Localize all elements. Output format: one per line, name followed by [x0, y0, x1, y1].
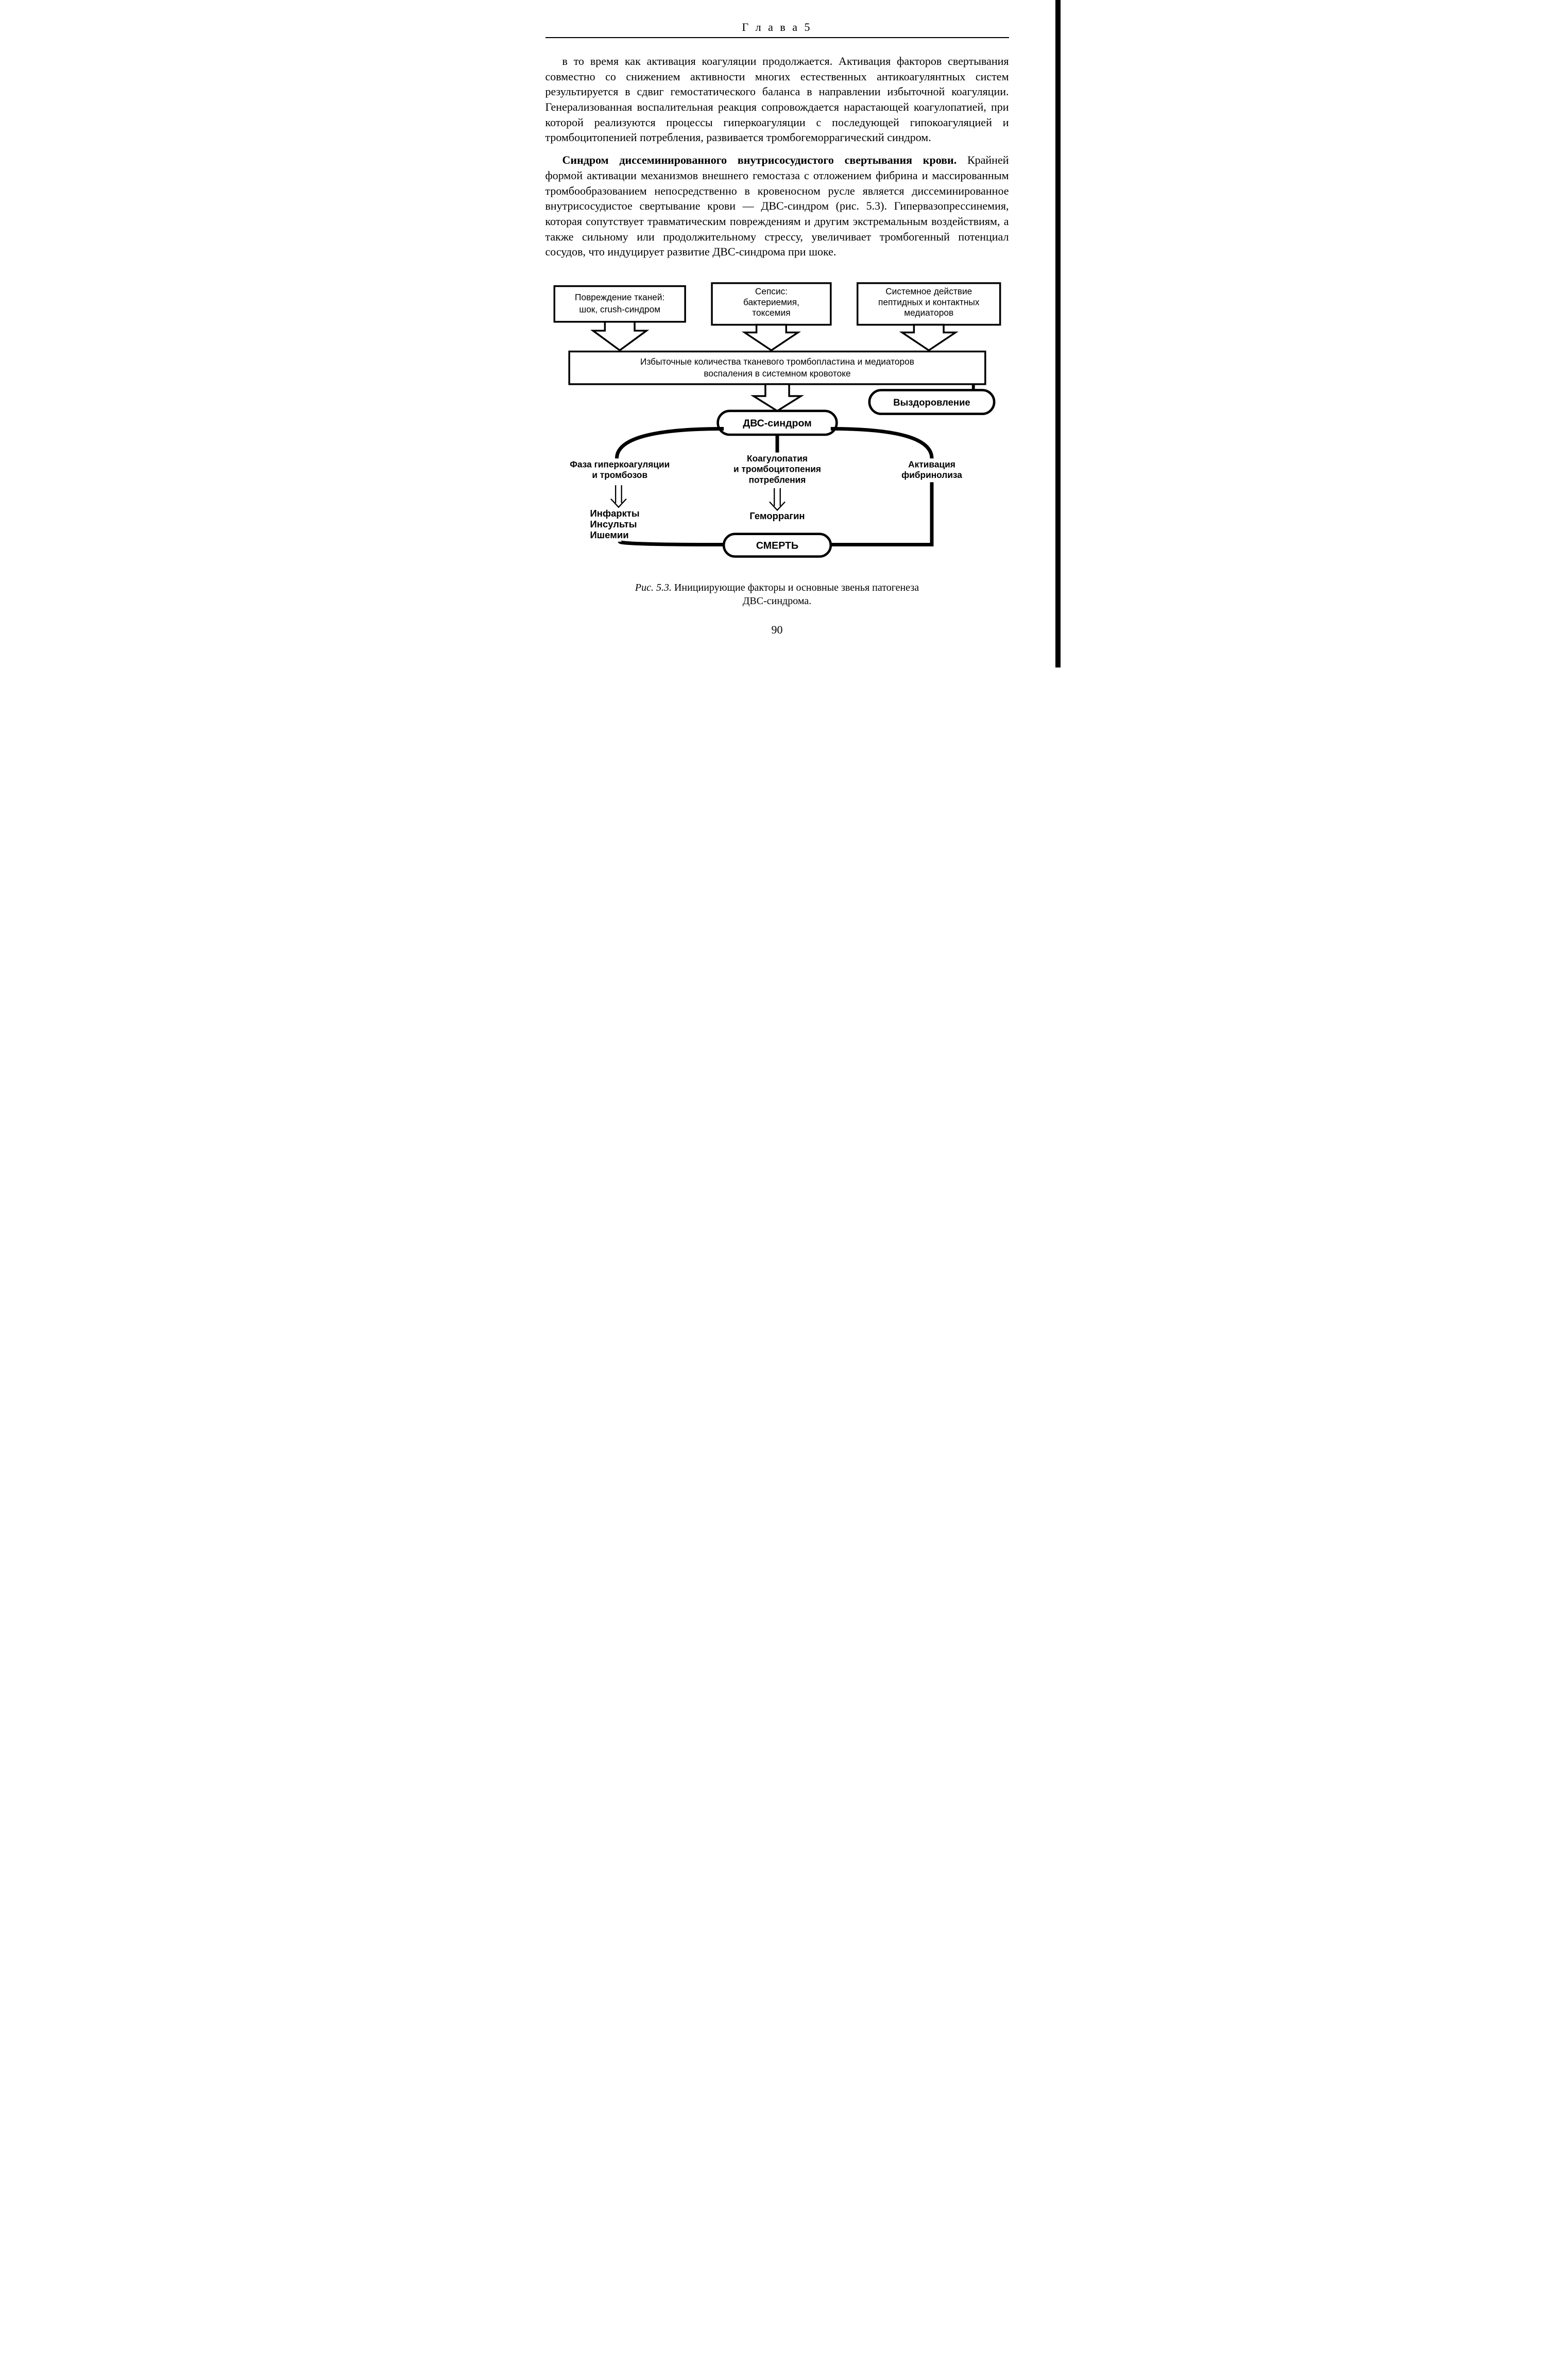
arrow-top1-down	[593, 322, 646, 350]
arrow-wide-to-dvs	[753, 384, 800, 411]
node-dvs-syndrome: ДВС-синдром	[718, 411, 836, 435]
page-number: 90	[545, 623, 1009, 637]
svg-text:Инфаркты: Инфаркты	[590, 508, 639, 519]
paragraph-2-rest: Крайней формой активации механизмов внеш…	[545, 153, 1009, 258]
svg-text:пептидных и контактных: пептидных и контактных	[878, 297, 979, 307]
body-paragraph-2: Синдром диссеминированного внутрисосудис…	[545, 152, 1009, 260]
node-branch-coagulopathy: Коагулопатия и тромбоцитопения потреблен…	[733, 453, 821, 485]
arrow-top2-down	[744, 324, 798, 350]
paragraph-2-bold-lead: Синдром диссеминированного внутрисосудис…	[562, 153, 957, 166]
chapter-header: Г л а в а 5	[545, 21, 1009, 34]
svg-text:фибринолиза: фибринолиза	[901, 470, 962, 480]
svg-text:токсемия: токсемия	[752, 307, 790, 318]
body-paragraph-1: в то время как активация коагуляции прод…	[545, 54, 1009, 145]
svg-text:бактериемия,: бактериемия,	[743, 297, 799, 307]
node-recovery: Выздоровление	[869, 390, 994, 414]
svg-text:СМЕРТЬ: СМЕРТЬ	[756, 540, 798, 551]
connector-out1-death	[620, 542, 724, 545]
svg-text:Повреждение тканей:: Повреждение тканей:	[575, 292, 664, 302]
header-divider	[545, 37, 1009, 38]
svg-text:медиаторов: медиаторов	[904, 307, 953, 318]
figure-caption: Рис. 5.3. Инициирующие факторы и основны…	[545, 581, 1009, 608]
svg-text:Геморрагин: Геморрагин	[749, 510, 805, 521]
node-branch-fibrinolysis: Активация фибринолиза	[901, 459, 962, 480]
figure-5-3: Повреждение тканей: шок, crush-синдром С…	[545, 280, 1009, 568]
svg-text:Инсульты: Инсульты	[590, 519, 637, 529]
node-top-2: Сепсис: бактериемия, токсемия	[712, 283, 831, 325]
svg-text:шок, crush-синдром: шок, crush-синдром	[579, 304, 660, 314]
connector-dvs-right	[830, 429, 931, 458]
figure-caption-line2: ДВС-синдрома.	[743, 595, 811, 607]
node-branch-hypercoag: Фаза гиперкоагуляции и тромбозов	[570, 459, 670, 480]
page-container: Г л а в а 5 в то время как активация коа…	[515, 0, 1040, 667]
svg-text:Избыточные количества тканевог: Избыточные количества тканевого тромбопл…	[640, 356, 914, 367]
node-outcome-infarcts: Инфаркты Инсульты Ишемии	[590, 508, 639, 540]
svg-text:и тромбозов: и тромбозов	[592, 470, 647, 480]
svg-text:Фаза гиперкоагуляции: Фаза гиперкоагуляции	[570, 459, 670, 469]
node-top-3: Системное действие пептидных и контактны…	[857, 283, 1000, 325]
page-right-edge-scan-artifact	[1055, 0, 1061, 667]
svg-text:Системное действие: Системное действие	[885, 286, 972, 297]
figure-caption-label: Рис. 5.3.	[635, 582, 672, 593]
connector-branch3-death	[830, 482, 931, 544]
node-death: СМЕРТЬ	[724, 534, 831, 557]
flowchart-svg: Повреждение тканей: шок, crush-синдром С…	[545, 280, 1009, 566]
node-outcome-hemorrhage: Геморрагин	[749, 510, 805, 521]
svg-text:ДВС-синдром: ДВС-синдром	[743, 418, 812, 429]
svg-text:и тромбоцитопения: и тромбоцитопения	[733, 464, 821, 474]
connector-dvs-left	[617, 429, 724, 458]
svg-text:воспаления в системном кровото: воспаления в системном кровотоке	[704, 368, 850, 379]
svg-text:Коагулопатия: Коагулопатия	[747, 453, 808, 464]
arrow-top3-down	[902, 324, 955, 350]
svg-text:Активация: Активация	[908, 459, 955, 469]
double-arrow-branch2	[770, 488, 785, 510]
node-top-1: Повреждение тканей: шок, crush-синдром	[554, 286, 685, 321]
figure-caption-line1: Инициирующие факторы и основные звенья п…	[672, 582, 919, 593]
double-arrow-branch1	[610, 485, 626, 507]
svg-text:потребления: потребления	[748, 474, 806, 485]
svg-text:Ишемии: Ишемии	[590, 529, 628, 540]
svg-text:Сепсис:: Сепсис:	[755, 286, 787, 297]
node-wide-mediators: Избыточные количества тканевого тромбопл…	[569, 351, 985, 384]
svg-text:Выздоровление: Выздоровление	[893, 397, 970, 407]
